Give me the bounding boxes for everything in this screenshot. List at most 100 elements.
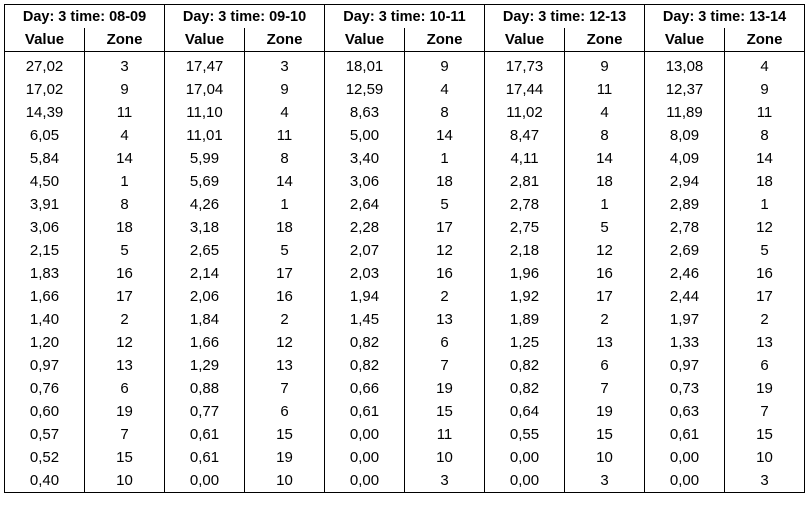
zone-cell: 8	[724, 124, 805, 147]
value-cell: 18,01	[324, 51, 405, 78]
table-row: 0,40 10 0,00 10 0,00 3 0,00 3 0,00 3	[4, 469, 805, 493]
zone-cell: 5	[244, 239, 325, 262]
zone-cell: 14	[404, 124, 485, 147]
value-cell: 2,03	[324, 262, 405, 285]
value-cell: 8,63	[324, 101, 405, 124]
zone-cell: 14	[724, 147, 805, 170]
value-cell: 17,47	[164, 51, 245, 78]
value-cell: 1,25	[484, 331, 565, 354]
zone-cell: 7	[244, 377, 325, 400]
zone-cell: 6	[724, 354, 805, 377]
value-cell: 11,89	[644, 101, 725, 124]
value-cell: 1,83	[4, 262, 85, 285]
group-title: Day: 3 time: 09-10	[164, 4, 325, 28]
value-cell: 0,73	[644, 377, 725, 400]
value-cell: 5,84	[4, 147, 85, 170]
value-cell: 2,15	[4, 239, 85, 262]
value-cell: 0,64	[484, 400, 565, 423]
table-row: 5,84 14 5,99 8 3,40 1 4,11 14 4,09 14	[4, 147, 805, 170]
value-cell: 6,05	[4, 124, 85, 147]
zone-cell: 11	[244, 124, 325, 147]
value-cell: 0,00	[164, 469, 245, 493]
zone-cell: 6	[84, 377, 165, 400]
zone-cell: 10	[724, 446, 805, 469]
value-cell: 1,33	[644, 331, 725, 354]
value-cell: 0,61	[324, 400, 405, 423]
value-cell: 11,10	[164, 101, 245, 124]
zone-cell: 18	[724, 170, 805, 193]
value-cell: 4,09	[644, 147, 725, 170]
value-cell: 0,52	[4, 446, 85, 469]
zone-cell: 3	[84, 51, 165, 78]
zone-cell: 8	[404, 101, 485, 124]
zone-cell: 9	[244, 78, 325, 101]
value-cell: 1,40	[4, 308, 85, 331]
zone-column-header: Zone	[404, 28, 485, 52]
zone-cell: 8	[244, 147, 325, 170]
zone-cell: 6	[404, 331, 485, 354]
zone-cell: 15	[244, 423, 325, 446]
value-cell: 0,57	[4, 423, 85, 446]
zone-cell: 14	[244, 170, 325, 193]
value-cell: 0,61	[644, 423, 725, 446]
zone-cell: 5	[404, 193, 485, 216]
value-cell: 1,97	[644, 308, 725, 331]
table-row: 0,52 15 0,61 19 0,00 10 0,00 10 0,00 10	[4, 446, 805, 469]
value-cell: 0,82	[484, 354, 565, 377]
value-cell: 2,78	[484, 193, 565, 216]
zone-cell: 3	[564, 469, 645, 493]
value-cell: 3,40	[324, 147, 405, 170]
value-cell: 0,76	[4, 377, 85, 400]
value-cell: 0,00	[324, 446, 405, 469]
zone-cell: 15	[564, 423, 645, 446]
value-cell: 0,60	[4, 400, 85, 423]
zone-cell: 16	[244, 285, 325, 308]
zone-cell: 15	[724, 423, 805, 446]
value-cell: 0,82	[324, 331, 405, 354]
value-cell: 2,89	[644, 193, 725, 216]
table-row: 1,20 12 1,66 12 0,82 6 1,25 13 1,33 13	[4, 331, 805, 354]
zone-cell: 18	[564, 170, 645, 193]
zone-cell: 3	[724, 469, 805, 493]
zone-cell: 17	[84, 285, 165, 308]
value-cell: 0,00	[324, 469, 405, 493]
zone-cell: 13	[84, 354, 165, 377]
zone-cell: 8	[564, 124, 645, 147]
zone-column-header: Zone	[724, 28, 805, 52]
value-cell: 27,02	[4, 51, 85, 78]
zone-cell: 15	[84, 446, 165, 469]
value-cell: 0,00	[484, 469, 565, 493]
value-cell: 17,02	[4, 78, 85, 101]
value-cell: 8,47	[484, 124, 565, 147]
zone-cell: 3	[244, 51, 325, 78]
value-cell: 0,77	[164, 400, 245, 423]
value-cell: 5,00	[324, 124, 405, 147]
value-cell: 0,00	[324, 423, 405, 446]
zone-cell: 7	[404, 354, 485, 377]
zone-cell: 18	[404, 170, 485, 193]
table-row: 3,91 8 4,26 1 2,64 5 2,78 1 2,89 1	[4, 193, 805, 216]
zone-cell: 18	[84, 216, 165, 239]
table-row: 3,06 18 3,18 18 2,28 17 2,75 5 2,78 12	[4, 216, 805, 239]
zone-cell: 19	[84, 400, 165, 423]
value-cell: 1,92	[484, 285, 565, 308]
table-row: 17,02 9 17,04 9 12,59 4 17,44 11 12,37 9	[4, 78, 805, 101]
value-cell: 0,82	[324, 354, 405, 377]
zone-cell: 17	[564, 285, 645, 308]
zone-cell: 13	[404, 308, 485, 331]
zone-cell: 1	[724, 193, 805, 216]
zone-cell: 15	[404, 400, 485, 423]
table-row: 6,05 4 11,01 11 5,00 14 8,47 8 8,09 8	[4, 124, 805, 147]
table-row: 0,57 7 0,61 15 0,00 11 0,55 15 0,61 15	[4, 423, 805, 446]
value-cell: 0,00	[644, 446, 725, 469]
table-row: 14,39 11 11,10 4 8,63 8 11,02 4 11,89 11	[4, 101, 805, 124]
table-row: 0,76 6 0,88 7 0,66 19 0,82 7 0,73 19	[4, 377, 805, 400]
zone-cell: 16	[564, 262, 645, 285]
value-cell: 2,65	[164, 239, 245, 262]
zone-cell: 9	[84, 78, 165, 101]
value-cell: 2,14	[164, 262, 245, 285]
zone-cell: 10	[244, 469, 325, 493]
zone-cell: 6	[564, 354, 645, 377]
value-cell: 1,84	[164, 308, 245, 331]
table-row: 1,83 16 2,14 17 2,03 16 1,96 16 2,46 16	[4, 262, 805, 285]
